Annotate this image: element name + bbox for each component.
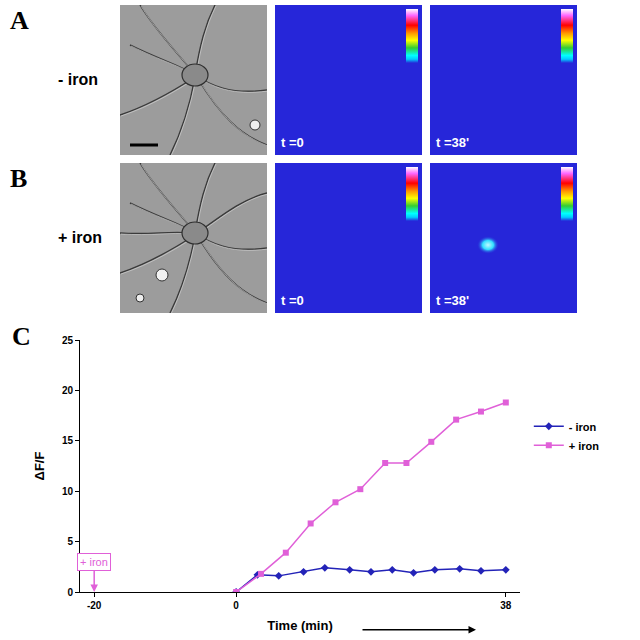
svg-text:- iron: - iron [569, 421, 597, 433]
svg-text:t =38': t =38' [436, 293, 469, 308]
svg-text:25: 25 [62, 335, 74, 346]
svg-text:15: 15 [62, 435, 74, 446]
svg-text:Time (min): Time (min) [267, 618, 333, 633]
svg-text:0: 0 [67, 587, 73, 598]
svg-text:t =38': t =38' [436, 135, 469, 150]
html-text:C: C [12, 322, 31, 351]
svg-text:ΔF/F: ΔF/F [32, 452, 47, 481]
svg-text:38: 38 [500, 600, 512, 611]
svg-text:+ iron: + iron [80, 556, 108, 568]
svg-text:A: A [10, 6, 29, 35]
svg-text:0: 0 [233, 600, 239, 611]
svg-text:+ iron: + iron [58, 229, 102, 246]
svg-text:10: 10 [62, 486, 74, 497]
svg-text:5: 5 [67, 536, 73, 547]
svg-text:B: B [10, 164, 27, 193]
svg-text:- iron: - iron [58, 71, 98, 88]
svg-text:t =0: t =0 [281, 293, 304, 308]
svg-text:t =0: t =0 [281, 135, 304, 150]
svg-text:20: 20 [62, 385, 74, 396]
svg-text:+ iron: + iron [569, 440, 600, 452]
svg-text:-20: -20 [87, 600, 102, 611]
